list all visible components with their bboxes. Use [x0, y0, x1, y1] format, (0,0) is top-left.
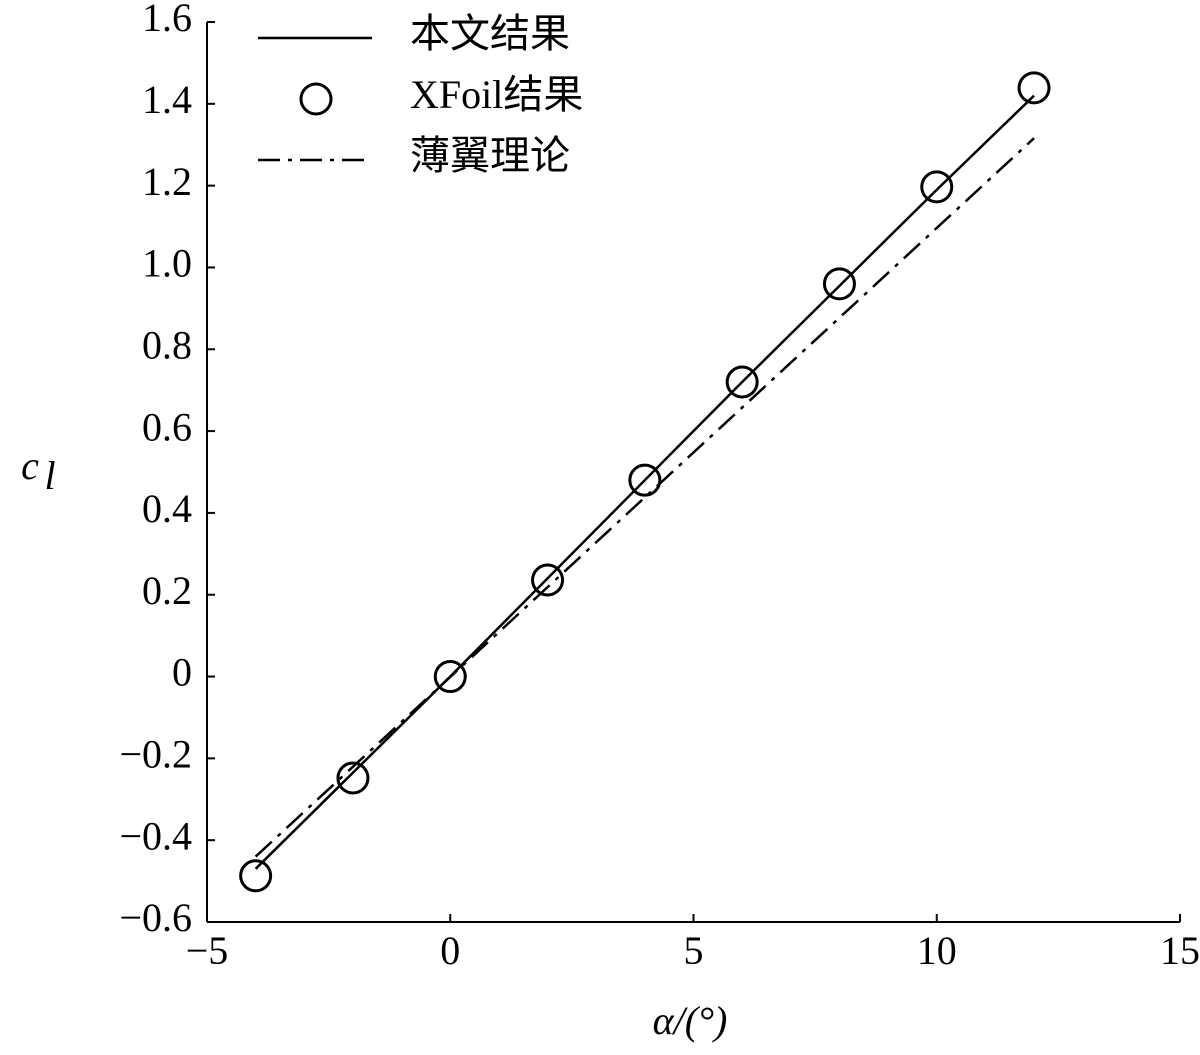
y-tick-label: 1.6: [142, 0, 192, 40]
y-tick-label: −0.6: [119, 895, 192, 940]
legend-label: 薄翼理论: [410, 133, 570, 178]
x-tick-label: 15: [1160, 928, 1200, 973]
y-tick-label: −0.2: [119, 732, 192, 777]
xfoil-marker: [822, 267, 856, 301]
y-axis-label-subscript: l: [44, 453, 55, 498]
y-tick-label: 0: [172, 650, 192, 695]
y-tick-label: 1.4: [142, 77, 192, 122]
xfoil-marker: [920, 170, 954, 204]
y-tick-label: 0.4: [142, 486, 192, 531]
y-tick-label: 0.2: [142, 568, 192, 613]
xfoil-marker: [531, 563, 565, 597]
y-tick-label: 1.2: [142, 159, 192, 204]
y-tick-label: 0.6: [142, 404, 192, 449]
x-tick-label: 5: [684, 928, 704, 973]
y-tick-label: 0.8: [142, 322, 192, 367]
xfoil-marker: [725, 365, 759, 399]
legend-marker: [299, 82, 333, 116]
x-axis-label: α/(°): [653, 998, 728, 1043]
legend-label: XFoil结果: [410, 72, 583, 117]
x-tick-label: 0: [440, 928, 460, 973]
xfoil-marker: [239, 859, 273, 893]
series-line: [254, 137, 1035, 858]
xfoil-marker: [433, 660, 467, 694]
x-tick-label: −5: [186, 928, 229, 973]
series-line: [254, 94, 1035, 870]
xfoil-marker: [1017, 71, 1051, 105]
y-tick-label: −0.4: [119, 813, 192, 858]
xfoil-marker: [628, 463, 662, 497]
legend-label: 本文结果: [410, 11, 570, 56]
x-tick-label: 10: [917, 928, 957, 973]
y-tick-label: 1.0: [142, 241, 192, 286]
y-axis-label: c: [21, 443, 39, 488]
xfoil-marker: [336, 761, 370, 795]
